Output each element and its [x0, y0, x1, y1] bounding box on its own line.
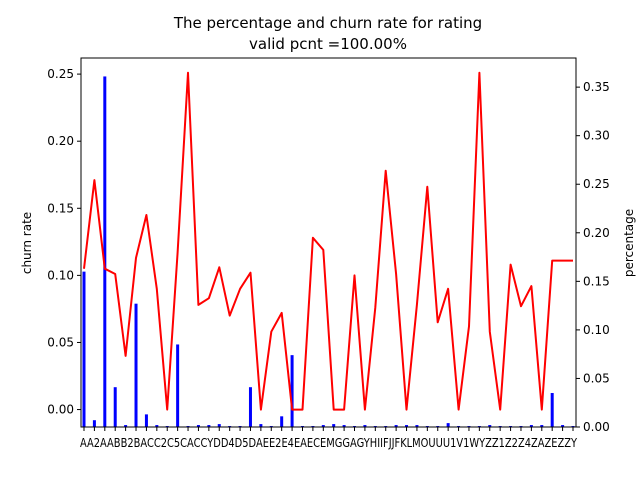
left-tick-label: 0.05	[47, 335, 74, 349]
right-tick-label: 0.35	[583, 80, 610, 94]
percentage-bar	[529, 425, 533, 427]
right-axis-label: percentage	[622, 209, 636, 277]
percentage-bar	[259, 424, 263, 427]
percentage-bar	[280, 416, 284, 427]
left-tick-label: 0.20	[47, 134, 74, 148]
percentage-bar	[561, 425, 565, 427]
right-tick-label: 0.15	[583, 274, 610, 288]
right-tick-label: 0.30	[583, 129, 610, 143]
percentage-bar	[446, 423, 450, 427]
percentage-bar	[82, 271, 86, 427]
left-axis-label: churn rate	[20, 212, 34, 274]
chart-subtitle: valid pcnt =100.00%	[249, 35, 407, 53]
percentage-bar	[217, 424, 221, 427]
percentage-bar	[113, 387, 117, 427]
percentage-bar	[103, 76, 107, 427]
left-tick-label: 0.00	[47, 403, 74, 417]
left-axis-ticks: 0.00 0.05 0.10 0.15 0.20 0.25	[47, 67, 81, 417]
left-tick-label: 0.10	[47, 268, 74, 282]
percentage-bar	[394, 425, 398, 427]
percentage-bar	[124, 425, 128, 427]
plot-frame	[80, 57, 577, 428]
percentage-bar	[342, 425, 346, 427]
percentage-bar	[321, 425, 325, 427]
percentage-bar	[405, 425, 409, 427]
churn-rate-line	[83, 71, 573, 411]
percentage-bar	[92, 420, 96, 427]
percentage-bar	[207, 425, 211, 427]
percentage-bar	[196, 425, 200, 427]
left-tick-label: 0.25	[47, 67, 74, 81]
percentage-bars	[82, 76, 575, 427]
percentage-bar	[332, 424, 336, 427]
x-axis-ticks: AA2AABB2BACC2C5CACCYDD4D5DAEE2E4EAECEMGG…	[80, 427, 578, 450]
right-tick-label: 0.25	[583, 177, 610, 191]
percentage-bar	[248, 387, 252, 427]
percentage-bar	[550, 393, 554, 427]
right-tick-label: 0.10	[583, 323, 610, 337]
left-tick-label: 0.15	[47, 201, 74, 215]
percentage-bar	[488, 425, 492, 427]
percentage-bar	[540, 425, 544, 427]
percentage-bar	[144, 414, 148, 427]
chart-title: The percentage and churn rate for rating	[173, 14, 482, 32]
right-tick-label: 0.20	[583, 226, 610, 240]
percentage-bar	[363, 425, 367, 427]
percentage-bar	[176, 344, 180, 427]
right-tick-label: 0.05	[583, 371, 610, 385]
percentage-bar	[155, 425, 159, 427]
right-axis-ticks: 0.00 0.05 0.10 0.15 0.20 0.25 0.30 0.35	[576, 80, 610, 434]
percentage-bar	[134, 303, 138, 427]
percentage-bar	[290, 355, 294, 427]
right-tick-label: 0.00	[583, 420, 610, 434]
percentage-bar	[415, 425, 419, 427]
x-tick-labels: AA2AABB2BACC2C5CACCYDD4D5DAEE2E4EAECEMGG…	[80, 436, 578, 450]
